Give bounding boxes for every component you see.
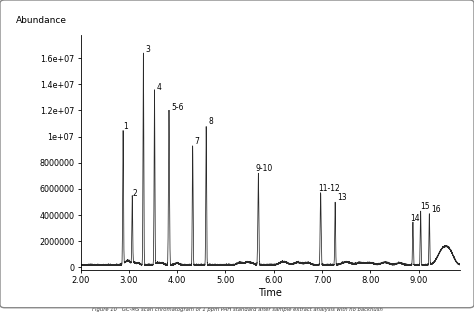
Text: 14: 14 (410, 214, 419, 223)
Text: 7: 7 (195, 137, 200, 146)
Text: Abundance: Abundance (16, 16, 67, 25)
Text: 15: 15 (420, 202, 430, 211)
Text: 8: 8 (208, 117, 213, 126)
Text: 4: 4 (156, 83, 161, 92)
Text: 1: 1 (123, 122, 128, 131)
Text: 16: 16 (431, 205, 441, 214)
Text: 5-6: 5-6 (171, 103, 183, 112)
Text: 3: 3 (146, 45, 150, 54)
X-axis label: Time: Time (258, 288, 282, 298)
Text: 9-10: 9-10 (255, 164, 273, 173)
Text: 11-12: 11-12 (318, 184, 340, 193)
Text: 13: 13 (337, 193, 346, 202)
Text: Figure 10   GC-MS scan chromatogram of 1 ppm PAH standard after sample extract a: Figure 10 GC-MS scan chromatogram of 1 p… (91, 307, 383, 312)
Text: 2: 2 (132, 189, 137, 198)
